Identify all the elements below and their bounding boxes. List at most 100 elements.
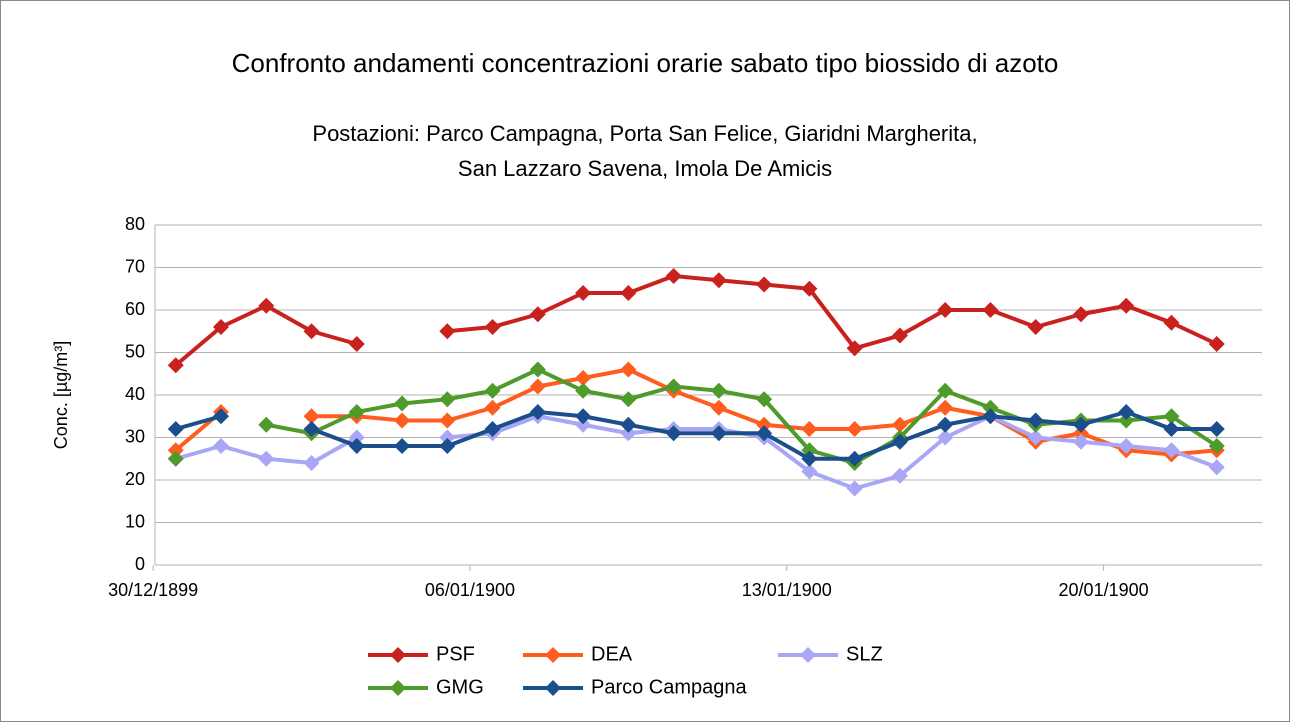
- data-point: [394, 438, 411, 454]
- data-point: [982, 408, 999, 425]
- data-point: [303, 408, 320, 425]
- data-point: [258, 450, 275, 467]
- data-point: [891, 327, 908, 344]
- data-point: [575, 370, 592, 386]
- data-point: [258, 416, 275, 433]
- data-point: [439, 429, 456, 446]
- data-point: [756, 391, 773, 408]
- data-point: [439, 412, 456, 429]
- data-point: [1208, 438, 1225, 454]
- data-point: [982, 399, 999, 416]
- y-tick-label: 20: [125, 469, 145, 489]
- data-point: [846, 421, 863, 437]
- data-point: [348, 404, 365, 420]
- data-point: [439, 323, 456, 340]
- data-point: [529, 361, 546, 378]
- data-point: [439, 438, 456, 454]
- data-point: [575, 382, 592, 399]
- legend-marker: [545, 647, 561, 663]
- data-point: [620, 416, 637, 433]
- data-point: [1208, 421, 1225, 437]
- data-point: [439, 391, 456, 408]
- data-point: [801, 421, 818, 437]
- data-point: [1118, 404, 1135, 420]
- data-point: [484, 382, 501, 399]
- data-point: [620, 391, 637, 408]
- data-point: [213, 319, 230, 335]
- data-point: [303, 455, 320, 471]
- data-point: [529, 404, 546, 420]
- data-point: [348, 438, 365, 454]
- x-tick-label: 20/01/1900: [1059, 580, 1149, 600]
- data-point: [1118, 297, 1135, 314]
- chart-subtitle: San Lazzaro Savena, Imola De Amicis: [458, 156, 832, 181]
- legend-marker: [800, 647, 816, 663]
- data-point: [1118, 412, 1135, 429]
- legend-label: PSF: [436, 643, 475, 665]
- data-point: [756, 425, 773, 442]
- data-point: [1163, 314, 1180, 331]
- data-point: [665, 268, 682, 284]
- x-tick-label: 30/12/1899: [108, 580, 198, 600]
- legend-label: GMG: [436, 676, 484, 698]
- data-point: [484, 319, 501, 335]
- y-tick-label: 0: [135, 554, 145, 574]
- data-point: [213, 408, 230, 425]
- data-point: [846, 480, 863, 497]
- data-point: [801, 280, 818, 297]
- data-point: [1072, 416, 1089, 433]
- data-point: [937, 429, 954, 446]
- data-point: [1163, 421, 1180, 437]
- data-point: [801, 463, 818, 480]
- data-point: [1027, 319, 1044, 335]
- data-point: [1208, 336, 1225, 352]
- data-point: [937, 416, 954, 433]
- data-point: [937, 399, 954, 416]
- data-point: [710, 425, 727, 442]
- data-point: [982, 302, 999, 318]
- y-tick-label: 70: [125, 256, 145, 276]
- data-point: [665, 425, 682, 442]
- data-point: [1072, 425, 1089, 442]
- data-point: [1027, 412, 1044, 429]
- data-point: [529, 378, 546, 395]
- data-point: [258, 297, 275, 314]
- data-point: [710, 272, 727, 289]
- data-point: [529, 306, 546, 323]
- legend-marker: [545, 680, 561, 696]
- data-point: [575, 416, 592, 433]
- data-point: [1208, 459, 1225, 476]
- data-point: [167, 357, 184, 374]
- y-tick-label: 40: [125, 384, 145, 404]
- y-tick-label: 80: [125, 214, 145, 234]
- legend-marker: [390, 647, 406, 663]
- data-point: [846, 340, 863, 357]
- data-point: [1072, 306, 1089, 323]
- data-point: [1027, 429, 1044, 446]
- chart-title: Confronto andamenti concentrazioni orari…: [232, 48, 1059, 78]
- legend-label: DEA: [591, 643, 633, 665]
- y-tick-label: 10: [125, 511, 145, 531]
- data-point: [1163, 408, 1180, 425]
- data-point: [620, 361, 637, 378]
- data-point: [846, 450, 863, 467]
- data-point: [348, 336, 365, 352]
- data-point: [801, 450, 818, 467]
- data-point: [575, 285, 592, 301]
- data-point: [891, 433, 908, 450]
- data-point: [1163, 442, 1180, 459]
- legend-marker: [390, 680, 406, 696]
- data-point: [710, 382, 727, 399]
- data-point: [710, 399, 727, 416]
- data-point: [484, 421, 501, 437]
- data-point: [937, 302, 954, 318]
- data-point: [213, 438, 230, 454]
- data-point: [1072, 433, 1089, 450]
- y-tick-label: 30: [125, 426, 145, 446]
- data-point: [756, 416, 773, 433]
- data-point: [620, 285, 637, 301]
- y-tick-label: 60: [125, 299, 145, 319]
- data-point: [303, 323, 320, 340]
